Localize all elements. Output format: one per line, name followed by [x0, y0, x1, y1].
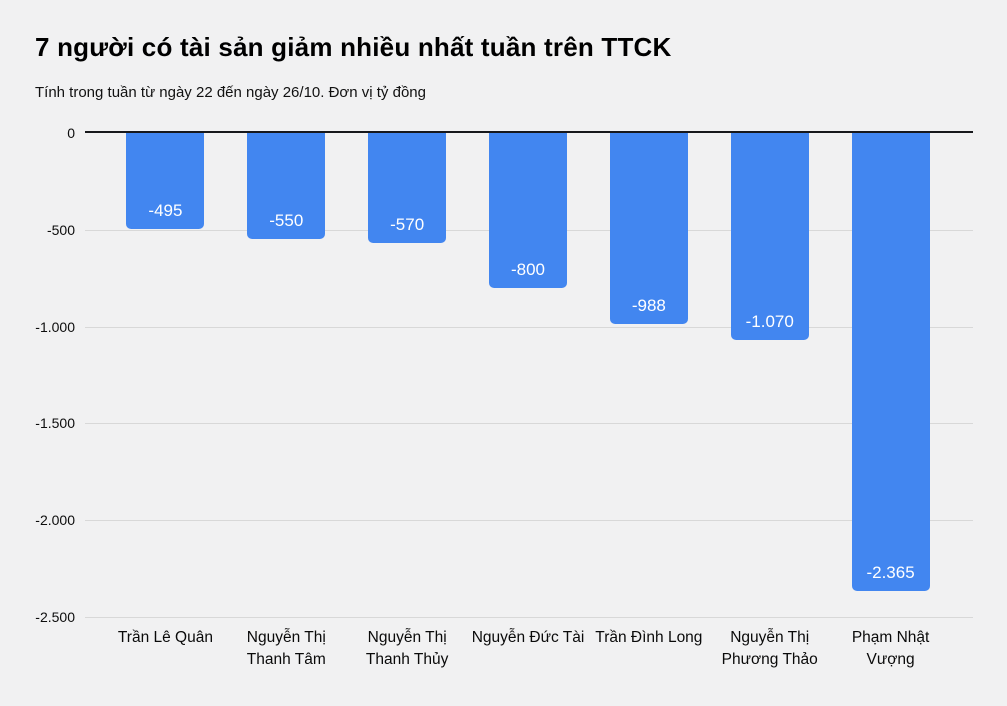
gridline	[85, 326, 973, 328]
bar-5[interactable]: -988	[609, 133, 688, 325]
chart-subtitle: Tính trong tuần từ ngày 22 đến ngày 26/1…	[35, 84, 426, 101]
bar-value-label: -1.070	[745, 312, 794, 332]
y-tick-label: -1.000	[35, 318, 75, 335]
y-tick-label: 0	[67, 125, 75, 141]
x-axis-label: Phạm Nhật Vượng	[851, 629, 930, 668]
x-axis-label: Nguyễn Thị Thanh Tâm	[246, 629, 326, 668]
bar-column: -988	[588, 133, 709, 617]
bar-value-label: -570	[390, 215, 425, 235]
y-tick-label: -2.500	[35, 609, 75, 625]
y-tick-label: -2.000	[35, 512, 75, 529]
bar-value-label: -800	[510, 259, 546, 279]
zero-axis-line	[85, 131, 973, 133]
y-tick-label: -500	[46, 221, 75, 238]
bar-value-label: -495	[148, 200, 183, 220]
bar-column: -800	[468, 133, 589, 617]
chart-title: 7 người có tài sản giảm nhiều nhất tuần …	[35, 32, 672, 62]
bar-column: -570	[347, 133, 468, 617]
x-axis-label: Nguyễn Thị Phương Thảo	[721, 629, 818, 668]
bars-row: -495 -550 -570 -800 -988 -1.070 -2.365	[105, 133, 951, 617]
x-axis-label: Nguyễn Đức Tài	[471, 629, 585, 646]
x-axis-label: Trần Đình Long	[595, 629, 703, 646]
bar-6[interactable]: -1.070	[730, 133, 809, 341]
y-tick-label: -1.500	[35, 415, 75, 432]
bar-column: -495	[105, 133, 226, 617]
bar-value-label: -988	[631, 296, 666, 316]
x-axis-label: Trần Lê Quân	[117, 629, 213, 646]
bar-value-label: -2.365	[866, 562, 915, 582]
bar-1[interactable]: -495	[126, 133, 205, 229]
gridline	[85, 617, 973, 618]
bar-4[interactable]: -800	[489, 133, 567, 288]
x-labels-row: Trần Lê Quân Nguyễn Thị Thanh Tâm Nguyễn T…	[105, 627, 951, 671]
bar-chart-plot-area: -495 -550 -570 -800 -988 -1.070 -2.365 Trần Lê…	[35, 125, 973, 668]
gridline	[85, 423, 973, 425]
bar-7[interactable]: -2.365	[851, 133, 930, 591]
x-axis-label: Nguyễn Thị Thanh Thủy	[365, 629, 449, 668]
bar-2[interactable]: -550	[247, 133, 326, 240]
bar-column: -1.070	[709, 133, 830, 617]
gridline	[85, 520, 973, 522]
bar-value-label: -550	[269, 211, 304, 231]
bar-3[interactable]: -570	[368, 133, 447, 244]
bar-column: -550	[226, 133, 347, 617]
bar-column: -2.365	[830, 133, 951, 617]
